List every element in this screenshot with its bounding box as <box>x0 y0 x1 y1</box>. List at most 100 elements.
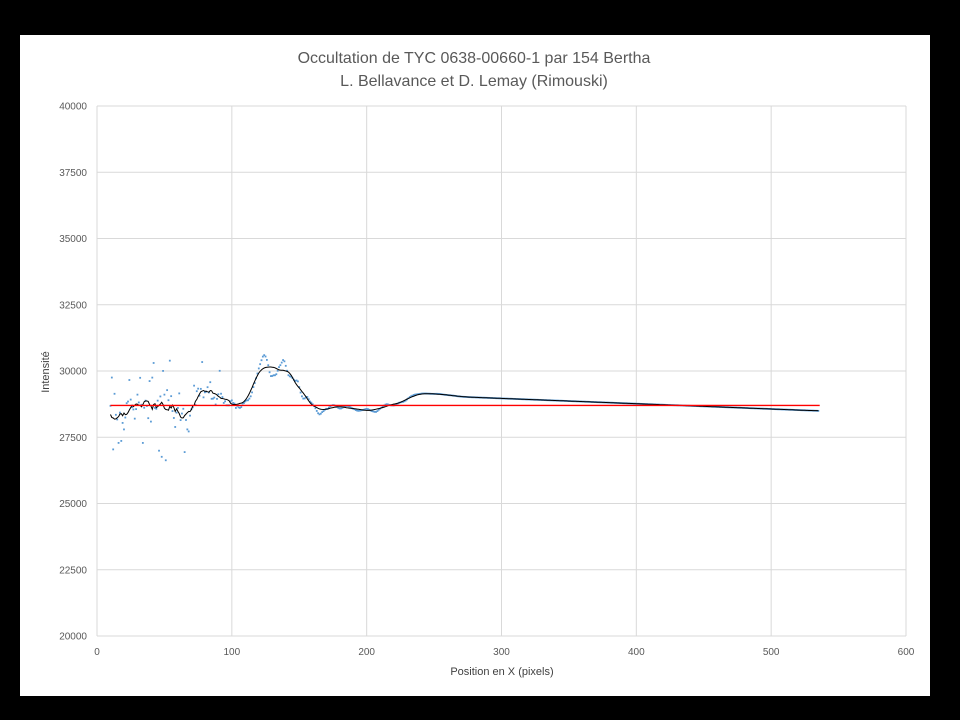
raw-point <box>179 419 182 422</box>
raw-point <box>195 390 198 393</box>
raw-point <box>116 418 119 421</box>
x-tick-label: 400 <box>628 647 645 658</box>
x-tick-label: 200 <box>358 647 375 658</box>
raw-point <box>322 410 325 413</box>
raw-point <box>183 451 186 453</box>
raw-point <box>131 406 133 409</box>
raw-point <box>377 408 380 411</box>
raw-point <box>203 391 206 394</box>
raw-point <box>306 396 309 398</box>
raw-point <box>297 380 299 383</box>
raw-point <box>125 402 128 405</box>
raw-point <box>166 389 169 392</box>
raw-point <box>318 413 321 416</box>
raw-point <box>272 374 275 377</box>
raw-point <box>288 375 291 378</box>
raw-point <box>284 364 287 367</box>
raw-point <box>189 414 191 417</box>
raw-point <box>212 397 214 400</box>
raw-point <box>248 397 251 400</box>
raw-point <box>182 407 185 410</box>
raw-point <box>168 359 171 362</box>
x-tick-label: 0 <box>94 647 100 658</box>
raw-point <box>209 381 212 384</box>
raw-point <box>110 376 113 379</box>
raw-point <box>375 410 378 413</box>
raw-point <box>202 396 205 399</box>
raw-point <box>218 369 221 372</box>
raw-point <box>309 400 311 403</box>
raw-point <box>233 402 236 405</box>
raw-point <box>340 407 342 410</box>
raw-point <box>158 449 160 452</box>
raw-point <box>344 405 346 408</box>
raw-point <box>121 422 124 424</box>
raw-point <box>402 400 404 403</box>
raw-point <box>239 406 241 409</box>
raw-point <box>265 359 268 361</box>
raw-point <box>404 399 407 402</box>
raw-point <box>129 398 132 401</box>
raw-point <box>234 407 237 409</box>
raw-point <box>220 392 222 395</box>
raw-point <box>113 392 116 395</box>
raw-point <box>175 411 178 414</box>
raw-point <box>197 387 200 390</box>
raw-point <box>141 442 144 444</box>
raw-point <box>294 379 297 382</box>
raw-point <box>222 402 225 404</box>
x-tick-label: 600 <box>898 647 915 658</box>
raw-point <box>216 397 218 400</box>
raw-point <box>221 396 224 399</box>
raw-point <box>174 426 177 428</box>
raw-point <box>299 391 302 394</box>
raw-point <box>263 354 266 357</box>
raw-point <box>268 371 271 374</box>
raw-point <box>412 394 415 396</box>
gridlines <box>96 105 907 637</box>
tick-labels: 20000 22500 25000 27500 30000 32500 35000 37500… <box>59 102 915 659</box>
raw-point <box>302 397 305 400</box>
raw-point <box>119 411 121 414</box>
y-tick-label: 32500 <box>59 300 87 311</box>
raw-point <box>279 364 282 367</box>
raw-point <box>411 394 414 397</box>
raw-point <box>230 399 233 402</box>
raw-point <box>148 380 151 382</box>
moving-average-line <box>110 366 819 420</box>
y-tick-label: 30000 <box>59 367 87 378</box>
raw-point <box>310 401 313 404</box>
raw-point <box>117 441 120 444</box>
x-tick-label: 500 <box>763 647 780 658</box>
raw-point <box>171 410 174 412</box>
raw-point <box>403 400 406 403</box>
raw-point <box>365 407 368 410</box>
raw-point <box>214 403 217 406</box>
raw-point <box>247 399 249 402</box>
raw-point <box>127 400 129 403</box>
raw-point <box>151 376 154 379</box>
raw-point <box>249 395 252 398</box>
raw-point <box>164 459 167 462</box>
raw-point <box>290 375 293 378</box>
raw-point <box>408 396 411 398</box>
y-tick-label: 27500 <box>59 433 87 444</box>
raw-point <box>162 370 164 372</box>
raw-point <box>137 401 140 404</box>
raw-point <box>139 376 142 379</box>
raw-point <box>317 412 320 415</box>
raw-point <box>271 375 274 377</box>
raw-point <box>315 410 318 412</box>
raw-point <box>112 448 115 451</box>
raw-point <box>360 409 363 412</box>
y-tick-label: 37500 <box>59 168 87 179</box>
raw-point <box>264 355 267 358</box>
raw-point <box>198 394 201 397</box>
raw-point <box>172 417 175 419</box>
raw-point <box>321 411 324 414</box>
raw-point <box>387 403 390 406</box>
raw-point <box>159 395 162 398</box>
x-tick-label: 100 <box>223 647 240 658</box>
raw-point <box>224 400 226 403</box>
raw-point <box>329 405 332 408</box>
